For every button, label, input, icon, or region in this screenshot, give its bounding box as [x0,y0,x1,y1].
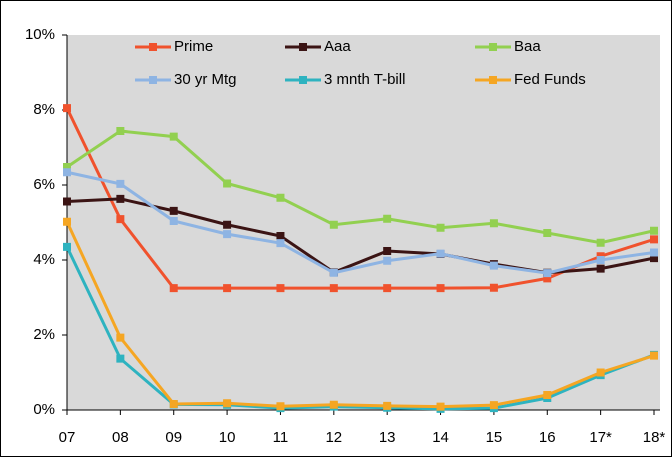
point [543,229,552,237]
point [436,249,445,258]
point [169,132,178,141]
y-tick-label: 2% [33,326,55,343]
point [329,220,338,229]
point [543,274,552,283]
point [383,214,392,223]
series-line [65,107,655,290]
x-tick-label: 16 [539,429,556,446]
point [650,235,658,244]
point [63,197,71,206]
legend-label: 3 mnth T-bill [324,71,405,88]
x-tick-label: 09 [165,429,182,446]
series-line [65,221,655,409]
point [383,401,392,410]
point [489,261,498,270]
y-tick-label: 4% [33,251,55,268]
x-tick-label: 18* [643,429,666,446]
point [436,284,445,293]
legend-marker [149,76,157,84]
x-tick-label: 14 [432,429,449,446]
legend-marker [489,43,497,51]
legend-label: Fed Funds [514,71,586,88]
point [596,238,605,247]
point [436,223,445,232]
point [543,391,552,399]
point [650,351,658,360]
point [223,220,232,229]
y-tick-label: 0% [33,401,55,418]
point [63,168,71,177]
x-tick-label: 12 [325,429,342,446]
x-tick-label: 10 [219,429,236,446]
point [489,219,498,228]
point [223,179,232,188]
y-tick-label: 8% [33,101,55,118]
point [596,264,605,273]
point [169,284,178,293]
point [116,333,125,342]
point [329,400,338,409]
legend-label: Aaa [324,38,351,55]
point [276,284,285,293]
x-tick-label: 17* [589,429,612,446]
legend-marker [299,76,307,84]
point [383,247,392,255]
point [223,399,232,408]
point [276,232,285,240]
point [116,179,125,188]
series-line [66,129,655,245]
point [223,230,232,239]
y-tick-label: 10% [25,26,55,43]
point [650,226,658,235]
point [596,256,605,264]
point [116,354,125,363]
point [383,256,392,265]
series-line [66,170,655,275]
point [383,284,392,293]
point [329,268,338,277]
point [169,217,178,225]
point [650,254,658,263]
point [276,193,285,202]
point [276,239,285,248]
x-tick-label: 08 [112,429,129,446]
legend-label: 30 yr Mtg [174,71,237,88]
point [489,401,498,410]
point [63,163,71,171]
x-tick-label: 13 [379,429,396,446]
point [169,400,178,408]
point [489,283,498,292]
point [63,242,71,251]
point [116,127,125,135]
point [223,284,232,293]
point [169,206,178,215]
legend-label: Baa [514,38,541,55]
legend-marker [299,43,307,51]
x-tick-label: 11 [273,429,289,446]
legend-marker [489,76,497,84]
y-tick-label: 6% [33,176,55,193]
legend-label: Prime [174,38,213,55]
point [63,104,71,113]
point [436,402,445,411]
point [276,402,285,411]
x-tick-label: 15 [486,429,503,446]
point [116,194,125,203]
point [596,368,605,377]
point [116,215,125,224]
point [63,217,71,226]
legend-marker [149,43,157,51]
point [650,248,658,257]
x-tick-label: 07 [59,429,76,446]
series-line [65,246,655,411]
point [543,269,552,278]
point [329,284,338,293]
